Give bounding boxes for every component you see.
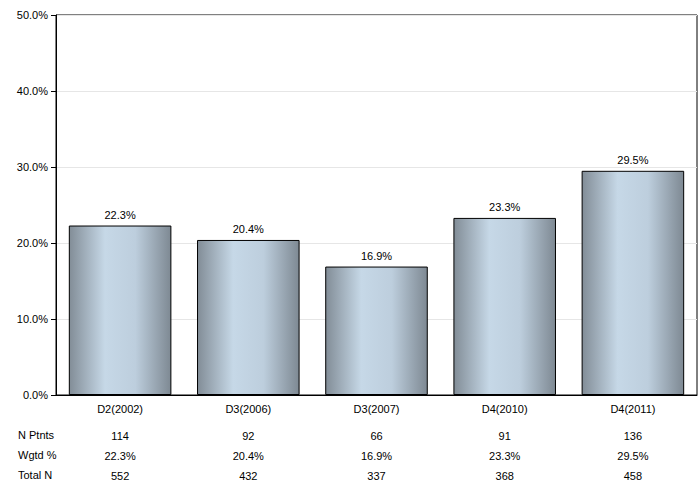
svg-text:337: 337 xyxy=(367,470,385,482)
svg-text:114: 114 xyxy=(111,430,129,442)
svg-text:23.3%: 23.3% xyxy=(489,201,520,213)
svg-text:16.9%: 16.9% xyxy=(361,250,392,262)
svg-text:29.5%: 29.5% xyxy=(617,154,648,166)
svg-text:458: 458 xyxy=(624,470,642,482)
svg-text:552: 552 xyxy=(111,470,129,482)
svg-text:40.0%: 40.0% xyxy=(17,85,48,97)
svg-text:D4(2011): D4(2011) xyxy=(610,403,655,415)
svg-text:Wgtd %: Wgtd % xyxy=(18,449,57,461)
svg-text:22.3%: 22.3% xyxy=(104,450,135,462)
svg-text:20.0%: 20.0% xyxy=(17,237,48,249)
svg-text:20.4%: 20.4% xyxy=(233,450,264,462)
svg-text:Total N: Total N xyxy=(18,469,52,481)
svg-text:91: 91 xyxy=(499,430,511,442)
svg-text:22.3%: 22.3% xyxy=(104,209,135,221)
svg-text:368: 368 xyxy=(496,470,514,482)
svg-text:D3(2007): D3(2007) xyxy=(354,403,400,415)
svg-text:16.9%: 16.9% xyxy=(361,450,392,462)
svg-text:66: 66 xyxy=(370,430,382,442)
svg-text:50.0%: 50.0% xyxy=(17,9,48,21)
svg-text:D2(2002): D2(2002) xyxy=(97,403,143,415)
svg-text:10.0%: 10.0% xyxy=(17,313,48,325)
svg-text:432: 432 xyxy=(239,470,257,482)
svg-text:23.3%: 23.3% xyxy=(489,450,520,462)
svg-text:136: 136 xyxy=(624,430,642,442)
svg-text:D3(2006): D3(2006) xyxy=(225,403,271,415)
svg-text:0.0%: 0.0% xyxy=(23,389,48,401)
svg-text:29.5%: 29.5% xyxy=(617,450,648,462)
svg-text:20.4%: 20.4% xyxy=(233,223,264,235)
svg-text:92: 92 xyxy=(242,430,254,442)
svg-text:D4(2010): D4(2010) xyxy=(482,403,528,415)
svg-text:N Ptnts: N Ptnts xyxy=(18,429,55,441)
svg-text:30.0%: 30.0% xyxy=(17,161,48,173)
